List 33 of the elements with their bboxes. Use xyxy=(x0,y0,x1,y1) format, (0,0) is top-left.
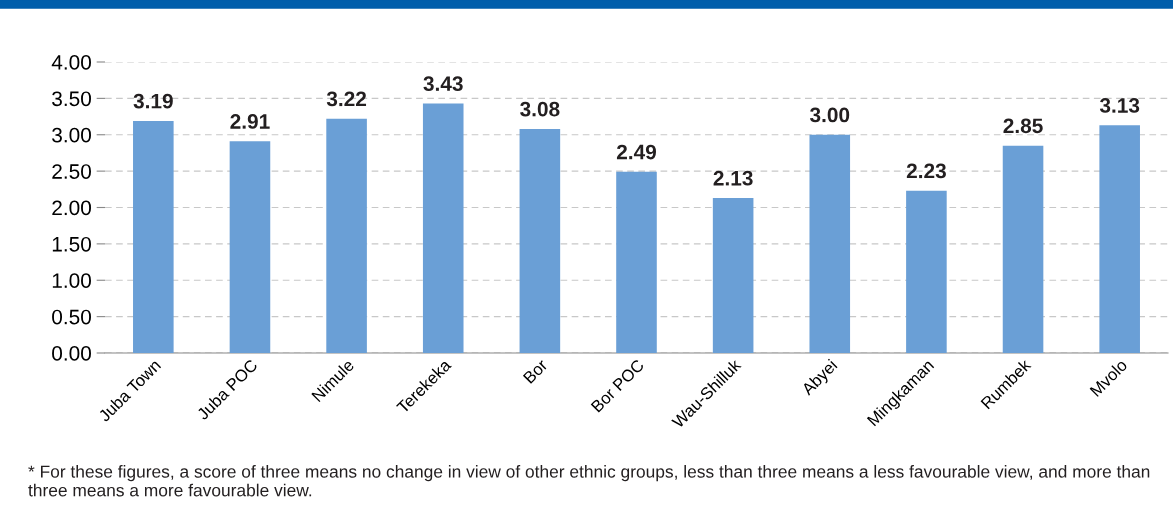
data-label: 3.08 xyxy=(520,101,560,117)
y-tick-label: 0.50 xyxy=(52,309,91,325)
text: * For these figures, a score of three means no change in view of other ethnic groups, less than three means a less favourable view, and more than three means a more favourable view. xyxy=(28,465,1150,497)
bar xyxy=(1099,125,1140,353)
y-tick-label: 2.00 xyxy=(52,200,91,216)
bar xyxy=(1002,145,1044,353)
data-label: 2.13 xyxy=(713,170,753,186)
data-label: 3.22 xyxy=(326,91,367,107)
data-label: 2.91 xyxy=(230,114,270,129)
bar xyxy=(519,128,561,353)
x-tick-label: Bor xyxy=(522,358,549,384)
data-label: 2.85 xyxy=(1003,118,1043,134)
bar xyxy=(326,118,367,353)
bar xyxy=(229,141,271,353)
data-label: 3.13 xyxy=(1099,98,1140,113)
bar xyxy=(712,198,754,353)
bar xyxy=(616,171,657,353)
data-label: 3.00 xyxy=(809,107,850,123)
y-tick-label: 2.50 xyxy=(52,164,91,179)
y-tick-label: 1.00 xyxy=(52,273,91,288)
bar xyxy=(906,190,947,353)
data-label: 2.23 xyxy=(906,163,946,179)
bar xyxy=(422,103,464,353)
bar xyxy=(809,134,851,353)
data-label: 3.19 xyxy=(133,93,173,109)
data-label: 2.49 xyxy=(616,144,656,160)
data-label: 3.43 xyxy=(423,76,463,92)
y-tick-label: 0.00 xyxy=(52,346,91,361)
y-tick-label: 1.50 xyxy=(52,236,91,252)
bar xyxy=(133,120,174,353)
y-tick-label: 4.00 xyxy=(51,55,91,70)
y-tick-label: 3.50 xyxy=(52,91,91,107)
y-tick-label: 3.00 xyxy=(52,127,91,143)
